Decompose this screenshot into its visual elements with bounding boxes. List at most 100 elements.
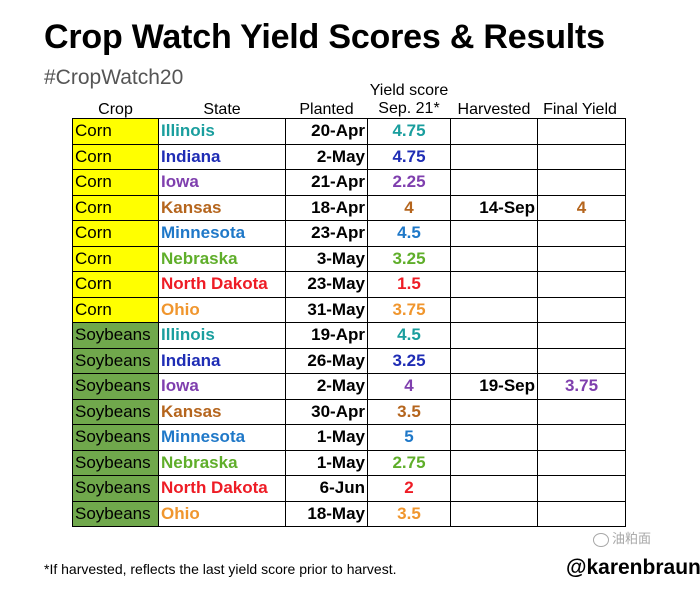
planted-cell: 21-Apr [285, 169, 368, 196]
state-cell: Kansas [158, 398, 286, 425]
harvested-cell [450, 347, 538, 374]
planted-cell: 1-May [285, 449, 368, 476]
yield-score-cell: 4.5 [367, 220, 451, 247]
crop-cell: Corn [72, 143, 159, 170]
table-row: Corn Kansas 18-Apr 4 14-Sep 4 [72, 194, 626, 221]
table-row: Corn Illinois 20-Apr 4.75 [72, 118, 626, 145]
table-row: Soybeans Nebraska 1-May 2.75 [72, 449, 626, 476]
crop-cell: Soybeans [72, 347, 159, 374]
table-row: Corn Ohio 31-May 3.75 [72, 296, 626, 323]
crop-cell: Corn [72, 296, 159, 323]
final-yield-cell [537, 118, 626, 145]
yield-score-cell: 5 [367, 424, 451, 451]
planted-cell: 23-Apr [285, 220, 368, 247]
harvested-cell [450, 322, 538, 349]
planted-cell: 26-May [285, 347, 368, 374]
yield-score-cell: 3.5 [367, 500, 451, 527]
state-cell: Illinois [158, 118, 286, 145]
final-yield-cell [537, 347, 626, 374]
author-handle: @karenbraun [566, 556, 700, 579]
harvested-cell [450, 449, 538, 476]
header-planted: Planted [299, 101, 354, 118]
crop-cell: Corn [72, 271, 159, 298]
crop-cell: Corn [72, 194, 159, 221]
crop-cell: Corn [72, 245, 159, 272]
table-row: Soybeans Kansas 30-Apr 3.5 [72, 398, 626, 425]
table-row: Soybeans North Dakota 6-Jun 2 [72, 475, 626, 502]
state-cell: Indiana [158, 347, 286, 374]
planted-cell: 31-May [285, 296, 368, 323]
state-cell: Iowa [158, 373, 286, 400]
planted-cell: 2-May [285, 373, 368, 400]
header-yield-score-line2: Sep. 21* [378, 100, 440, 117]
harvested-cell [450, 143, 538, 170]
state-cell: Ohio [158, 296, 286, 323]
planted-cell: 30-Apr [285, 398, 368, 425]
wechat-icon [593, 532, 609, 547]
planted-cell: 19-Apr [285, 322, 368, 349]
final-yield-cell [537, 322, 626, 349]
crop-cell: Soybeans [72, 500, 159, 527]
planted-cell: 20-Apr [285, 118, 368, 145]
table-row: Soybeans Minnesota 1-May 5 [72, 424, 626, 451]
page-title: Crop Watch Yield Scores & Results [44, 18, 605, 56]
state-cell: Illinois [158, 322, 286, 349]
yield-score-cell: 2 [367, 475, 451, 502]
state-cell: North Dakota [158, 271, 286, 298]
hashtag: #CropWatch20 [44, 66, 184, 89]
crop-cell: Corn [72, 220, 159, 247]
state-cell: Ohio [158, 500, 286, 527]
planted-cell: 18-May [285, 500, 368, 527]
final-yield-cell [537, 500, 626, 527]
yield-score-cell: 1.5 [367, 271, 451, 298]
final-yield-cell [537, 424, 626, 451]
yield-score-cell: 4.75 [367, 118, 451, 145]
header-harvested: Harvested [457, 101, 531, 118]
table-row: Soybeans Illinois 19-Apr 4.5 [72, 322, 626, 349]
yield-score-cell: 3.5 [367, 398, 451, 425]
crop-cell: Soybeans [72, 449, 159, 476]
state-cell: North Dakota [158, 475, 286, 502]
state-cell: Minnesota [158, 424, 286, 451]
table-row: Corn North Dakota 23-May 1.5 [72, 271, 626, 298]
crop-cell: Soybeans [72, 322, 159, 349]
header-yield-score: Yield score Sep. 21* [367, 82, 451, 118]
table-row: Corn Indiana 2-May 4.75 [72, 143, 626, 170]
yield-score-cell: 4.75 [367, 143, 451, 170]
harvested-cell [450, 424, 538, 451]
final-yield-cell [537, 475, 626, 502]
table-row: Corn Iowa 21-Apr 2.25 [72, 169, 626, 196]
table-row: Soybeans Iowa 2-May 4 19-Sep 3.75 [72, 373, 626, 400]
planted-cell: 2-May [285, 143, 368, 170]
table-row: Corn Minnesota 23-Apr 4.5 [72, 220, 626, 247]
state-cell: Kansas [158, 194, 286, 221]
table-row: Soybeans Ohio 18-May 3.5 [72, 500, 626, 527]
final-yield-cell [537, 398, 626, 425]
harvested-cell [450, 398, 538, 425]
final-yield-cell [537, 271, 626, 298]
table-row: Corn Nebraska 3-May 3.25 [72, 245, 626, 272]
harvested-cell: 19-Sep [450, 373, 538, 400]
crop-cell: Soybeans [72, 373, 159, 400]
table-row: Soybeans Indiana 26-May 3.25 [72, 347, 626, 374]
harvested-cell [450, 475, 538, 502]
header-final-yield: Final Yield [543, 101, 617, 118]
final-yield-cell [537, 169, 626, 196]
header-crop: Crop [98, 101, 133, 118]
final-yield-cell [537, 143, 626, 170]
final-yield-cell [537, 220, 626, 247]
header-state: State [203, 101, 241, 118]
yield-table: Corn Illinois 20-Apr 4.75 Corn Indiana 2-May 4.… [72, 118, 626, 527]
yield-score-cell: 2.25 [367, 169, 451, 196]
crop-cell: Soybeans [72, 424, 159, 451]
header-yield-score-line1: Yield score [369, 82, 449, 99]
planted-cell: 18-Apr [285, 194, 368, 221]
crop-cell: Corn [72, 118, 159, 145]
harvested-cell [450, 169, 538, 196]
harvested-cell [450, 296, 538, 323]
harvested-cell: 14-Sep [450, 194, 538, 221]
final-yield-cell: 3.75 [537, 373, 626, 400]
yield-score-cell: 4 [367, 194, 451, 221]
planted-cell: 6-Jun [285, 475, 368, 502]
planted-cell: 1-May [285, 424, 368, 451]
